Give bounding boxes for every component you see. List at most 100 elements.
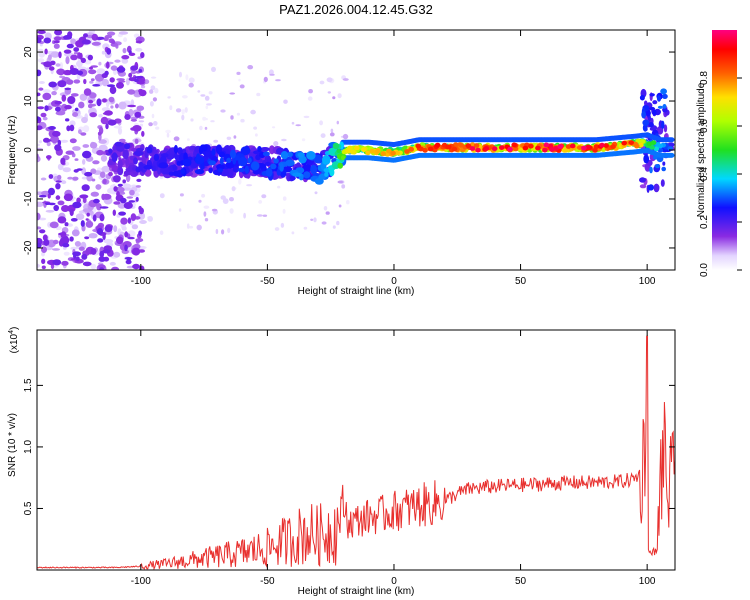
heat-cell [41, 265, 46, 270]
heat-cell [280, 222, 285, 228]
heat-cell [139, 123, 144, 127]
heat-cell [124, 143, 131, 150]
heat-cell [63, 35, 72, 40]
snr-y-multiplier: (x104) [8, 327, 20, 354]
heat-cell [291, 231, 295, 235]
heat-cell [180, 168, 185, 175]
heat-cell [70, 38, 76, 45]
heat-cell [152, 97, 157, 102]
heat-cell [215, 229, 219, 234]
heat-cell [321, 221, 327, 225]
heat-cell [306, 151, 316, 160]
heat-cell [158, 162, 169, 169]
heat-cell [648, 184, 654, 191]
heat-cell [668, 137, 675, 143]
heat-cell [273, 141, 279, 147]
heat-cell [153, 121, 158, 126]
heat-cell [289, 175, 296, 181]
heat-cell [86, 212, 90, 217]
heat-cell [83, 33, 88, 38]
heat-cell [52, 239, 59, 245]
heat-cell [48, 126, 56, 130]
heat-cell [184, 107, 188, 113]
heat-cell [565, 144, 572, 149]
heat-cell [313, 217, 317, 223]
heat-cell [136, 178, 142, 182]
heat-cell [128, 108, 134, 117]
heat-cell [55, 195, 61, 200]
heat-cell [122, 47, 127, 54]
heat-cell [155, 126, 160, 130]
heat-cell [72, 201, 82, 209]
heat-cell [179, 193, 184, 197]
heat-cell [326, 77, 333, 83]
heat-cell [662, 107, 668, 113]
heat-cell [88, 104, 93, 109]
heat-cell [102, 98, 107, 103]
heat-cell [280, 151, 289, 160]
heat-cell [342, 78, 349, 81]
y-tick-label: -20 [23, 240, 34, 255]
heat-cell [187, 138, 190, 141]
heat-cell [121, 55, 130, 60]
heat-cell [69, 138, 77, 144]
heat-cell [48, 202, 56, 206]
heat-cell [154, 87, 159, 94]
heat-cell [37, 116, 41, 122]
heat-cell [218, 151, 225, 158]
heat-cell [661, 166, 666, 172]
heat-cell [210, 120, 215, 123]
heat-cell [198, 199, 202, 203]
y-tick-label: 0 [23, 147, 34, 153]
heat-cell [70, 54, 78, 61]
heat-cell [54, 144, 62, 152]
heat-cell [272, 126, 276, 129]
heat-cell [149, 89, 154, 94]
heat-cell [234, 155, 241, 161]
heat-cell [114, 59, 121, 63]
heat-cell [646, 141, 653, 147]
heat-cell [132, 247, 141, 256]
heat-cell [166, 132, 170, 138]
heat-cell [165, 129, 172, 134]
snr-series-line [37, 335, 675, 570]
heat-cell [302, 164, 312, 173]
heat-cell [188, 225, 194, 229]
x-tick-label: 100 [639, 576, 656, 587]
heat-cell [653, 183, 660, 193]
snr-multiplier-exp: 4 [8, 330, 15, 334]
heat-cell [61, 260, 69, 266]
heat-cell [274, 227, 280, 231]
heat-cell [262, 151, 270, 157]
heat-cell [102, 249, 111, 254]
heat-cell [101, 78, 109, 87]
heat-cell [84, 59, 92, 65]
heat-cell [57, 80, 67, 88]
heat-cell [281, 138, 287, 142]
heat-cell [557, 144, 563, 149]
heat-cell [88, 233, 98, 239]
heat-cell [327, 91, 331, 94]
heat-cell [125, 157, 130, 167]
heat-cell [130, 65, 139, 71]
heat-cell [43, 239, 50, 246]
heat-cell [140, 52, 145, 59]
heat-cell [660, 179, 665, 187]
heat-cell [211, 208, 218, 212]
heat-cell [115, 103, 119, 109]
heat-cell [81, 116, 88, 124]
heat-cell [124, 257, 133, 260]
heat-cell [59, 62, 63, 70]
heat-cell [133, 157, 138, 165]
heat-cell [512, 146, 519, 152]
colorbar-tick-label: 0.8 [699, 71, 710, 85]
heat-cell [116, 236, 124, 245]
heat-cell [390, 150, 396, 156]
heat-cell [345, 149, 352, 154]
heat-cell [64, 87, 72, 91]
heat-cell [38, 194, 47, 198]
colorbar-gradient [712, 30, 737, 270]
heat-cell [303, 171, 311, 179]
heat-cell [169, 105, 173, 111]
